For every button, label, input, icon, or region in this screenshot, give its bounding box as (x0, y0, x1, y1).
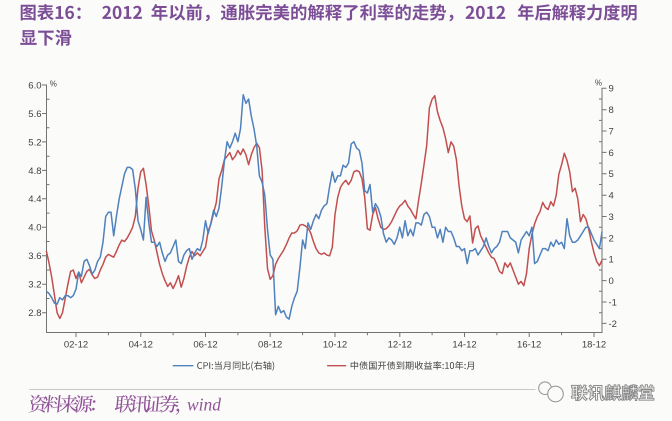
svg-text:04-12: 04-12 (129, 339, 153, 350)
svg-text:-2: -2 (609, 319, 617, 330)
svg-text:5.6: 5.6 (28, 109, 41, 120)
svg-text:6: 6 (609, 148, 614, 159)
svg-text:5.2: 5.2 (28, 137, 41, 148)
svg-text:10-12: 10-12 (323, 339, 347, 350)
svg-text:0: 0 (609, 276, 614, 287)
svg-text:-1: -1 (609, 297, 617, 308)
svg-text:5: 5 (609, 169, 614, 180)
svg-text:18-12: 18-12 (582, 339, 606, 350)
svg-text:06-12: 06-12 (193, 339, 217, 350)
svg-text:3: 3 (609, 212, 614, 223)
svg-text:6.0: 6.0 (28, 80, 41, 91)
svg-text:12-12: 12-12 (388, 339, 412, 350)
svg-text:3.2: 3.2 (28, 280, 41, 291)
svg-text:2: 2 (609, 233, 614, 244)
svg-text:02-12: 02-12 (64, 339, 88, 350)
svg-text:%: % (595, 78, 602, 87)
svg-text:4.8: 4.8 (28, 166, 41, 177)
svg-text:8: 8 (609, 105, 614, 116)
svg-text:9: 9 (609, 84, 614, 95)
svg-text:2.8: 2.8 (28, 308, 41, 319)
svg-text:08-12: 08-12 (258, 339, 282, 350)
svg-text:1: 1 (609, 255, 614, 266)
svg-text:4.0: 4.0 (28, 223, 41, 234)
svg-text:16-12: 16-12 (517, 339, 541, 350)
svg-text:%: % (50, 79, 57, 88)
svg-text:wind: wind (187, 395, 221, 415)
svg-text:4: 4 (609, 191, 614, 202)
svg-text:3.6: 3.6 (28, 251, 41, 262)
svg-text:14-12: 14-12 (452, 339, 476, 350)
svg-text:4.4: 4.4 (28, 194, 41, 205)
svg-text:7: 7 (609, 126, 614, 137)
